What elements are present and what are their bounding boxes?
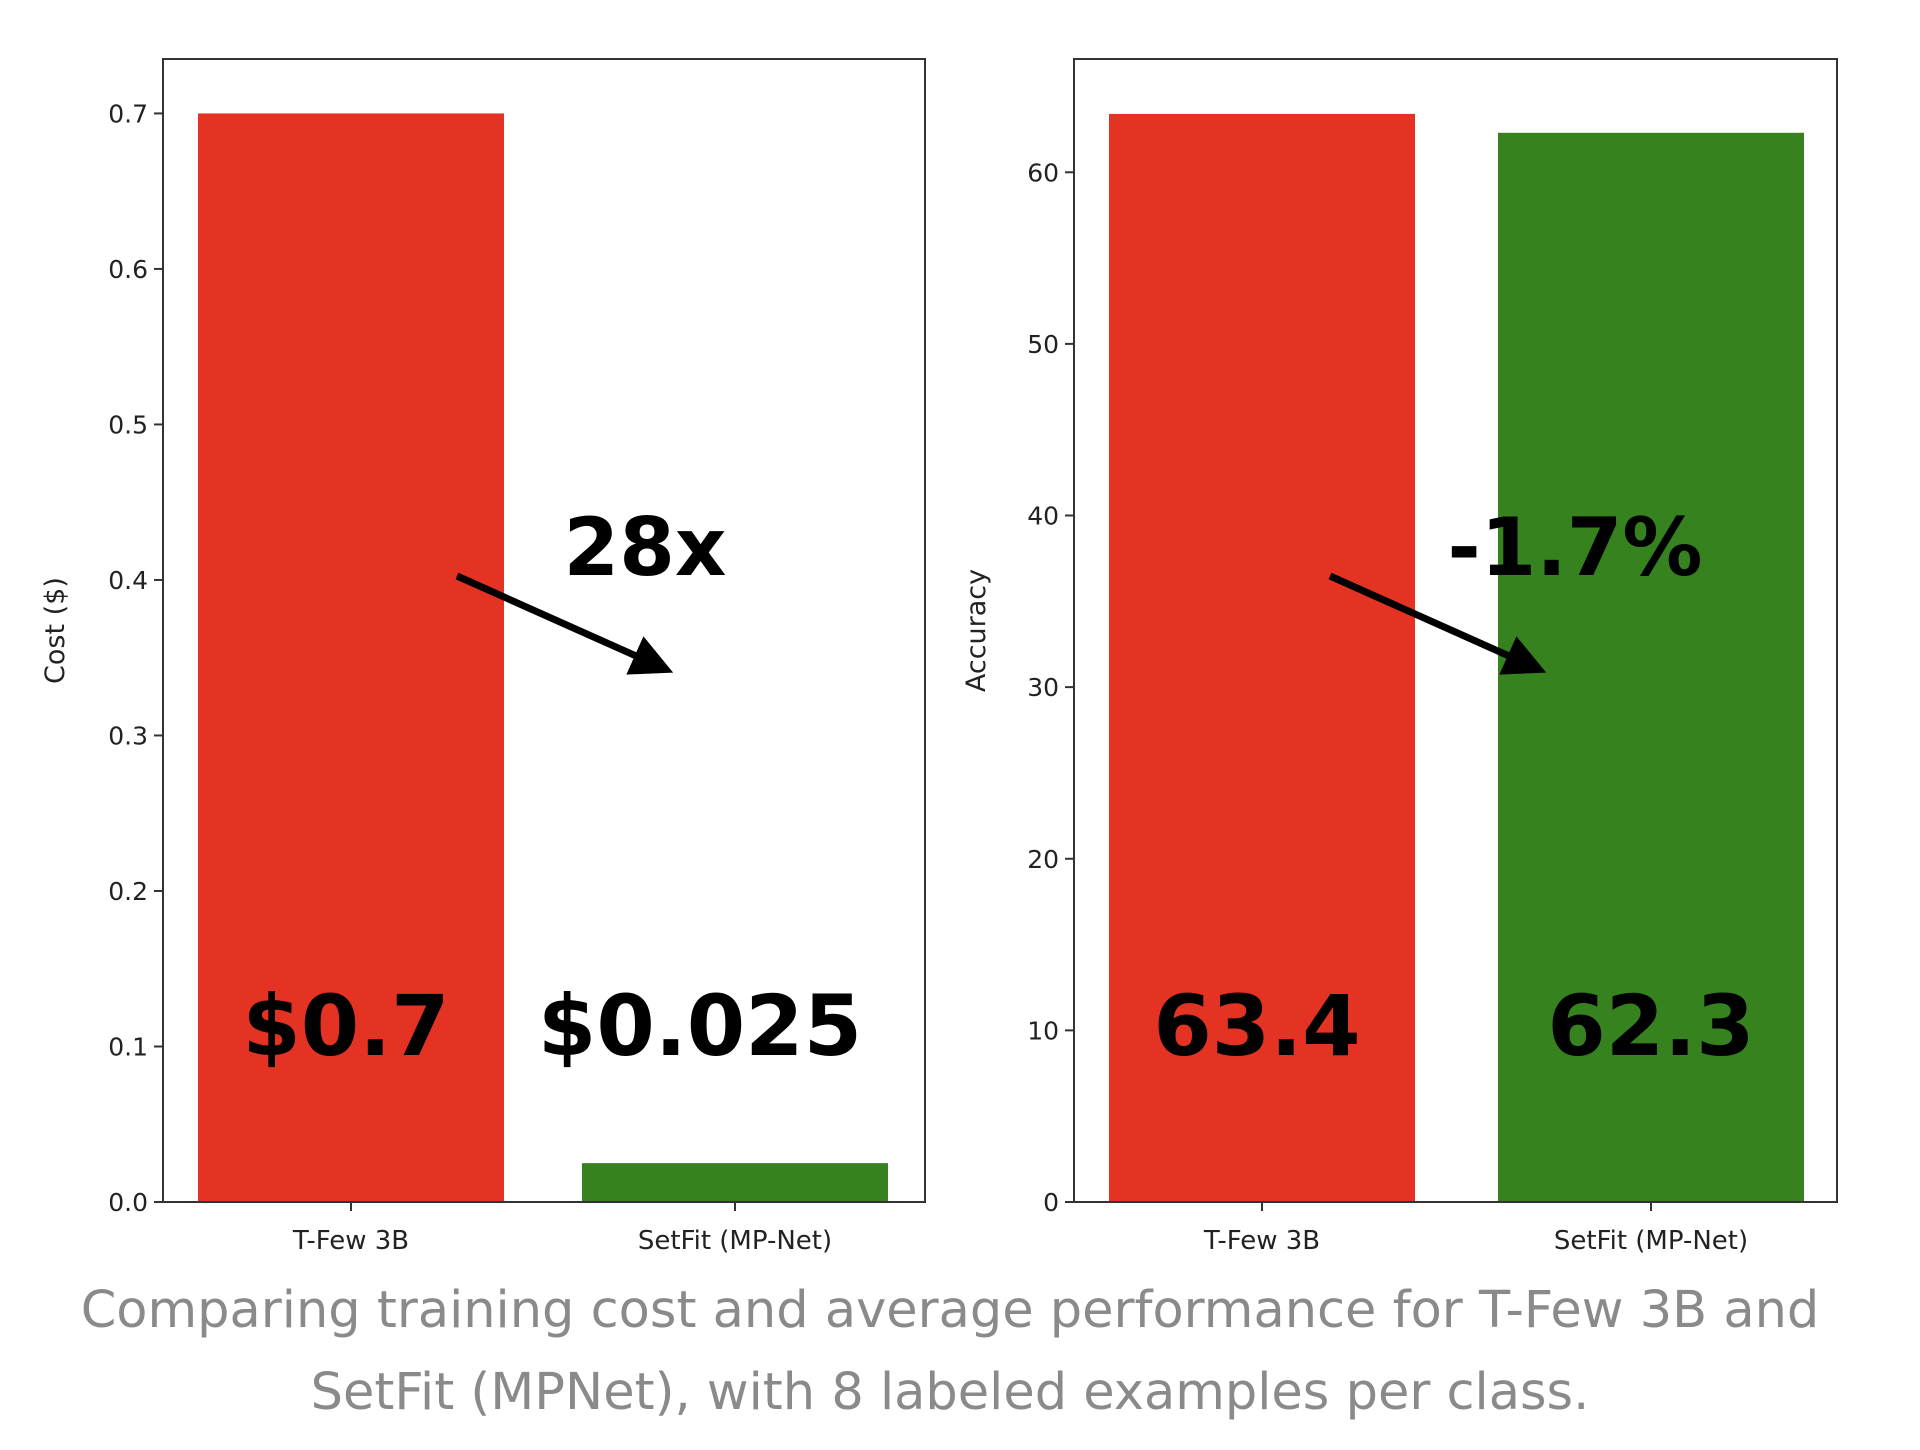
y-axis-label: Cost ($) [40, 577, 71, 684]
annotation-label: 28x [564, 501, 727, 594]
y-tick-label: 0.7 [108, 99, 148, 128]
annotation-arrow [1328, 572, 1547, 675]
bar-tfew [1109, 113, 1415, 1202]
bar-setfit [1498, 132, 1804, 1202]
value-label: 62.3 [1547, 977, 1754, 1075]
caption-line-1: Comparing training cost and average perf… [80, 1281, 1820, 1340]
y-tick-label: 0.0 [108, 1188, 148, 1217]
value-label: $0.7 [242, 977, 449, 1075]
y-tick-label: 0.4 [108, 566, 148, 595]
y-tick-label: 0.6 [108, 255, 148, 284]
caption-line-2: SetFit (MPNet), with 8 labeled examples … [310, 1363, 1590, 1422]
y-tick-label: 0.5 [108, 410, 148, 439]
x-tick-label: T-Few 3B [292, 1226, 409, 1256]
plot-frame [162, 58, 926, 1203]
bar-setfit [582, 1163, 888, 1202]
y-tick-label: 30 [1027, 673, 1059, 702]
bar-tfew [198, 113, 504, 1202]
y-tick-label: 10 [1027, 1016, 1059, 1045]
x-tick-label: T-Few 3B [1203, 1226, 1320, 1256]
annotation-label: -1.7% [1447, 501, 1702, 594]
y-tick-label: 40 [1027, 502, 1059, 531]
y-tick-label: 0.2 [108, 877, 148, 906]
value-label: $0.025 [538, 977, 862, 1075]
accuracy-chart: 0 10 20 30 40 50 60 T-Few 3B SetFit (MP-Net) Accu… [961, 58, 1838, 1256]
y-tick-label: 50 [1027, 330, 1059, 359]
x-tick-label: SetFit (MP-Net) [1554, 1226, 1748, 1256]
y-tick-label: 0.3 [108, 721, 148, 750]
y-tick-label: 0 [1043, 1188, 1059, 1217]
annotation-arrow [455, 572, 674, 675]
figure: 0.0 0.1 0.2 0.3 0.4 0.5 0.6 0.7 T-Few 3B SetFit (… [40, 58, 1838, 1256]
plot-frame [1073, 58, 1838, 1203]
y-axis-label: Accuracy [961, 569, 992, 692]
y-tick-label: 0.1 [108, 1032, 148, 1061]
figure-caption: Comparing training cost and average perf… [60, 1270, 1840, 1434]
y-tick-label: 60 [1027, 158, 1059, 187]
x-tick-label: SetFit (MP-Net) [638, 1226, 832, 1256]
y-tick-label: 20 [1027, 845, 1059, 874]
cost-chart: 0.0 0.1 0.2 0.3 0.4 0.5 0.6 0.7 T-Few 3B SetFit (… [40, 58, 926, 1256]
value-label: 63.4 [1153, 977, 1360, 1075]
